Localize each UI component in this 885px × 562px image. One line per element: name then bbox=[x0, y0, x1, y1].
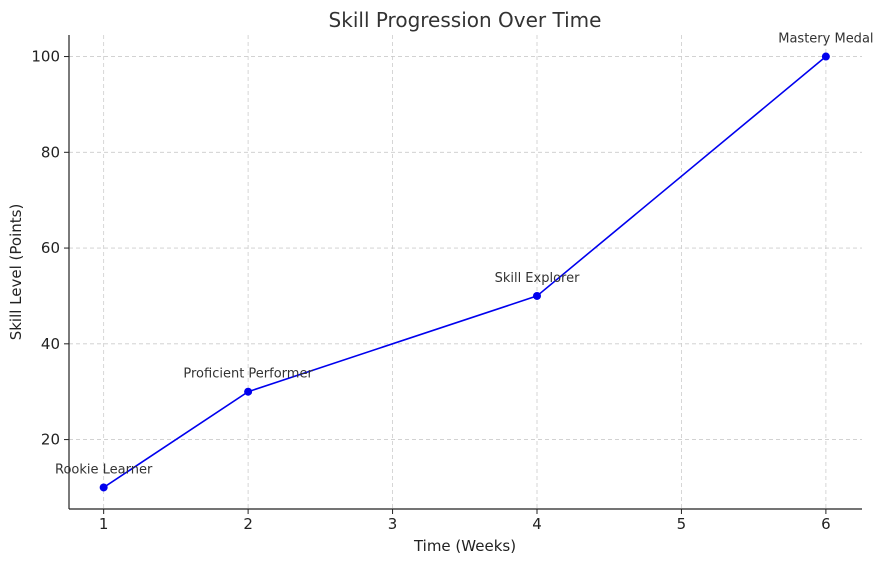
point-annotation: Rookie Learner bbox=[55, 462, 153, 477]
series-line bbox=[103, 55, 827, 489]
data-point bbox=[533, 291, 541, 300]
series-layer bbox=[99, 52, 830, 492]
data-point bbox=[244, 387, 253, 396]
x-axis-label: Time (Weeks) bbox=[413, 537, 516, 555]
grid-lines bbox=[69, 35, 862, 509]
point-annotation: Proficient Performer bbox=[183, 367, 313, 382]
x-tick-label: 3 bbox=[388, 515, 398, 533]
x-tick-label: 5 bbox=[677, 515, 687, 533]
y-tick-label: 60 bbox=[41, 239, 60, 257]
y-tick-label: 80 bbox=[41, 143, 60, 161]
x-tick-label: 6 bbox=[821, 515, 831, 533]
y-tick-label: 100 bbox=[31, 48, 60, 66]
data-point bbox=[99, 483, 108, 492]
y-tick-label: 40 bbox=[41, 335, 60, 353]
point-annotation: Mastery Medal bbox=[778, 32, 873, 47]
data-point bbox=[821, 52, 830, 61]
axes: 1 2 3 4 5 6 20 40 60 80 100 bbox=[31, 35, 862, 533]
chart-title: Skill Progression Over Time bbox=[329, 8, 602, 32]
annotations: Rookie Learner Proficient Performer Skill … bbox=[55, 32, 874, 478]
point-annotation: Skill Explorer bbox=[495, 271, 581, 286]
x-tick-label: 1 bbox=[99, 515, 109, 533]
y-tick-label: 20 bbox=[41, 431, 60, 449]
x-tick-label: 4 bbox=[532, 515, 542, 533]
x-tick-label: 2 bbox=[243, 515, 253, 533]
y-axis-label: Skill Level (Points) bbox=[7, 204, 25, 341]
